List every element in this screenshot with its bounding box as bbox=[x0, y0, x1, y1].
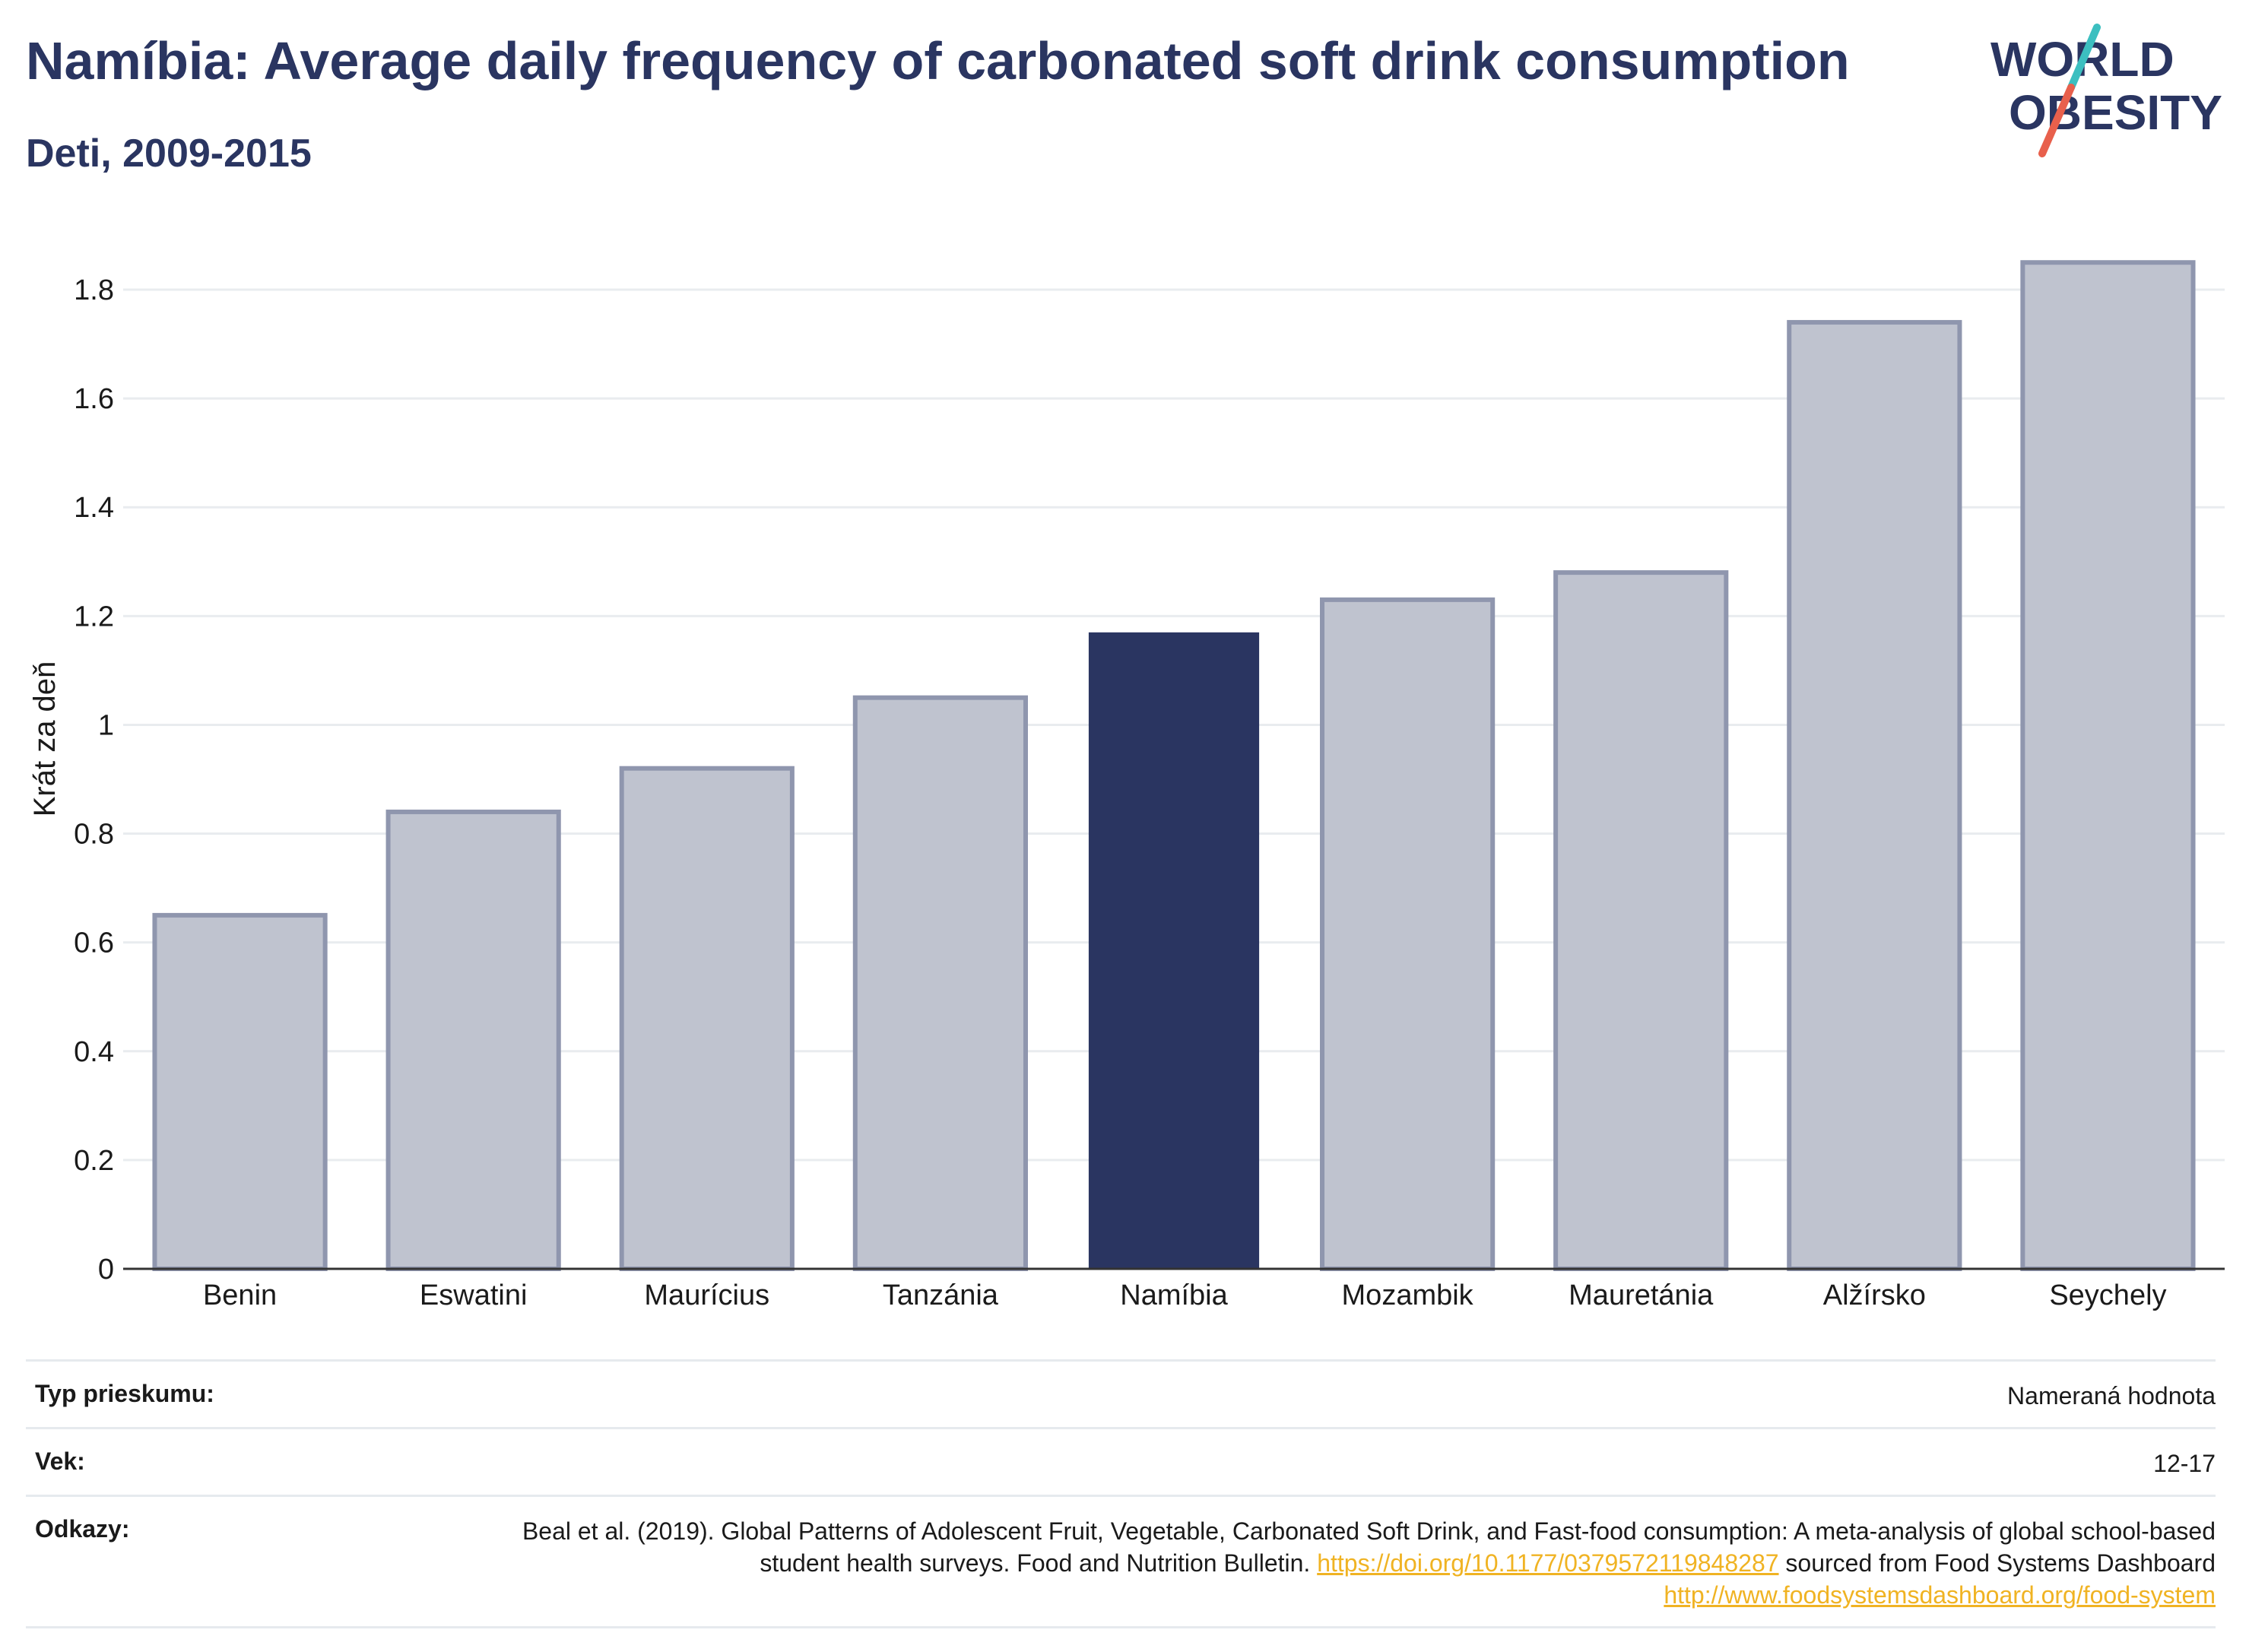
world-obesity-logo: WORLD OBESITY bbox=[1990, 24, 2222, 157]
y-tick-label: 0.4 bbox=[74, 1036, 114, 1068]
bars bbox=[152, 260, 2196, 1272]
x-tick-label: Eswatini bbox=[420, 1279, 528, 1311]
y-tick-label: 0.2 bbox=[74, 1145, 114, 1177]
y-tick-label: 0 bbox=[98, 1254, 114, 1286]
x-tick-label: Alžírsko bbox=[1823, 1279, 1926, 1311]
info-table: Typ prieskumu: Nameraná hodnota Vek: 12-… bbox=[26, 1359, 2216, 1628]
chart-subtitle: Deti, 2009-2015 bbox=[26, 132, 312, 176]
bar-chart: 0 0.2 0.4 0.6 0.8 1 1.2 1.4 1.6 1.8 Benin Eswatini… bbox=[28, 260, 2225, 1311]
bar-0[interactable] bbox=[152, 912, 328, 1272]
y-tick-label: 1.4 bbox=[74, 492, 114, 524]
x-tick-label: Namíbia bbox=[1120, 1279, 1228, 1311]
logo-word-obesity: OBESITY bbox=[2009, 85, 2222, 140]
reference-link-dashboard[interactable]: http://www.foodsystemsdashboard.org/food… bbox=[1664, 1581, 2216, 1609]
reference-text-1: Beal et al. (2019). Global Patterns of A… bbox=[522, 1517, 2216, 1577]
bar-8[interactable] bbox=[2020, 260, 2196, 1272]
bar-2[interactable] bbox=[619, 766, 795, 1271]
y-tick-labels: 0 0.2 0.4 0.6 0.8 1 1.2 1.4 1.6 1.8 bbox=[74, 274, 114, 1286]
y-axis-title: Krát za deň bbox=[28, 661, 62, 817]
y-tick-label: 1.2 bbox=[74, 601, 114, 633]
age-label: Vek: bbox=[35, 1447, 85, 1475]
references-value: Beal et al. (2019). Global Patterns of A… bbox=[467, 1515, 2216, 1611]
bar-3[interactable] bbox=[852, 695, 1028, 1271]
reference-link-doi[interactable]: https://doi.org/10.1177/0379572119848287 bbox=[1317, 1549, 1779, 1577]
bar-6[interactable] bbox=[1553, 570, 1729, 1271]
x-tick-labels: Benin Eswatini Maurícius Tanzánia Namíbia Moz… bbox=[203, 1279, 2167, 1311]
bar-7[interactable] bbox=[1787, 319, 1962, 1271]
reference-text-2: sourced from Food Systems Dashboard bbox=[1785, 1549, 2216, 1577]
y-tick-label: 1.6 bbox=[74, 383, 114, 415]
x-tick-label: Tanzánia bbox=[883, 1279, 999, 1311]
y-tick-label: 0.8 bbox=[74, 819, 114, 851]
references-label: Odkazy: bbox=[35, 1515, 130, 1543]
y-tick-label: 1.8 bbox=[74, 274, 114, 306]
info-row-references: Odkazy: Beal et al. (2019). Global Patte… bbox=[26, 1495, 2216, 1628]
info-row-survey-type: Typ prieskumu: Nameraná hodnota bbox=[26, 1359, 2216, 1427]
age-value: 12-17 bbox=[2153, 1450, 2216, 1477]
info-row-age: Vek: 12-17 bbox=[26, 1427, 2216, 1495]
bar-1[interactable] bbox=[385, 809, 561, 1271]
x-tick-label: Maurícius bbox=[644, 1279, 769, 1311]
x-tick-label: Mozambik bbox=[1342, 1279, 1474, 1311]
logo-slash-coral bbox=[2038, 84, 2075, 157]
x-tick-label: Benin bbox=[203, 1279, 277, 1311]
x-tick-label: Seychely bbox=[2049, 1279, 2166, 1311]
bar-4[interactable] bbox=[1088, 632, 1260, 1269]
survey-type-value: Nameraná hodnota bbox=[2007, 1382, 2216, 1409]
y-tick-label: 0.6 bbox=[74, 927, 114, 959]
survey-type-label: Typ prieskumu: bbox=[35, 1380, 214, 1407]
logo-slash-teal bbox=[2067, 24, 2101, 91]
x-tick-label: Mauretánia bbox=[1569, 1279, 1714, 1311]
chart-title: Namíbia: Average daily frequency of carb… bbox=[26, 31, 1850, 90]
bar-5[interactable] bbox=[1320, 597, 1496, 1271]
y-tick-label: 1 bbox=[98, 709, 114, 741]
